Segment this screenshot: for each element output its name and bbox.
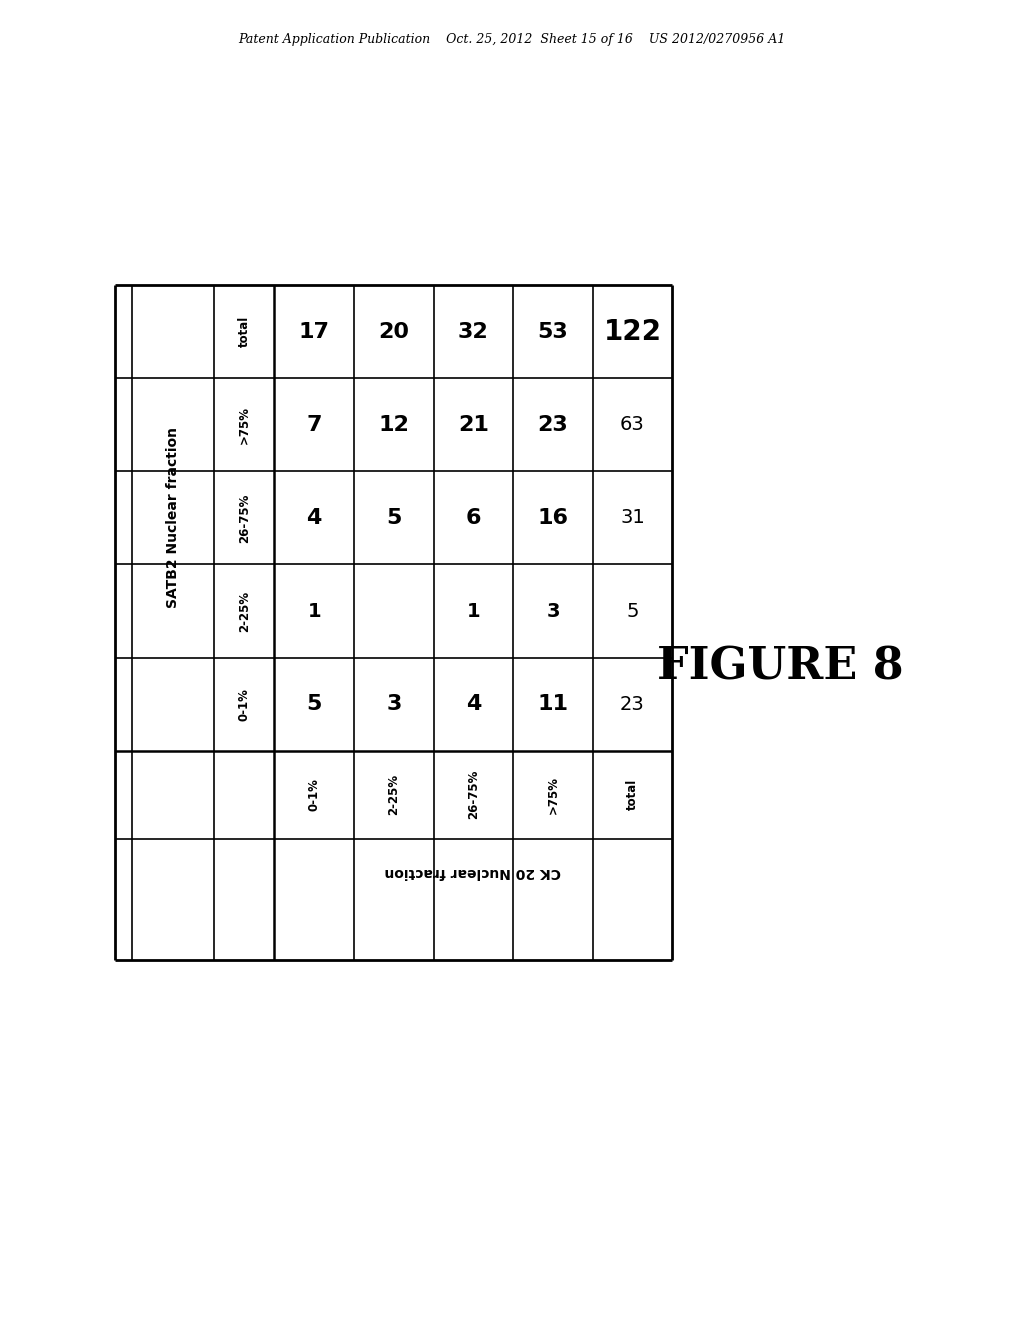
Text: total: total <box>626 779 639 810</box>
Text: >75%: >75% <box>238 405 251 444</box>
Text: 12: 12 <box>378 414 410 434</box>
Text: 122: 122 <box>603 318 662 346</box>
Text: CK 20 Nuclear fraction: CK 20 Nuclear fraction <box>385 865 561 879</box>
Text: FIGURE 8: FIGURE 8 <box>657 645 903 688</box>
Text: 31: 31 <box>621 508 645 528</box>
Text: 6: 6 <box>466 508 481 528</box>
Text: >75%: >75% <box>547 776 559 813</box>
Text: 5: 5 <box>386 508 401 528</box>
Text: 63: 63 <box>621 416 645 434</box>
Text: 17: 17 <box>299 322 330 342</box>
Text: 20: 20 <box>378 322 410 342</box>
Text: total: total <box>238 315 251 347</box>
Text: 2-25%: 2-25% <box>387 774 400 816</box>
Text: 26-75%: 26-75% <box>238 494 251 543</box>
Text: 4: 4 <box>306 508 322 528</box>
Text: 32: 32 <box>458 322 488 342</box>
Text: 1: 1 <box>467 602 480 620</box>
Text: 21: 21 <box>458 414 488 434</box>
Text: 23: 23 <box>538 414 568 434</box>
Text: 53: 53 <box>538 322 568 342</box>
Text: 26-75%: 26-75% <box>467 770 480 820</box>
Text: 23: 23 <box>621 694 645 714</box>
Text: 3: 3 <box>386 694 401 714</box>
Text: 11: 11 <box>538 694 568 714</box>
Text: 16: 16 <box>538 508 568 528</box>
Text: 3: 3 <box>547 602 560 620</box>
Text: 4: 4 <box>466 694 481 714</box>
Text: 1: 1 <box>307 602 321 620</box>
Text: 2-25%: 2-25% <box>238 590 251 631</box>
Text: Patent Application Publication    Oct. 25, 2012  Sheet 15 of 16    US 2012/02709: Patent Application Publication Oct. 25, … <box>239 33 785 46</box>
Text: 5: 5 <box>306 694 322 714</box>
Text: 0-1%: 0-1% <box>307 779 321 810</box>
Text: 7: 7 <box>306 414 322 434</box>
Text: SATB2 Nuclear fraction: SATB2 Nuclear fraction <box>166 428 180 609</box>
Text: 0-1%: 0-1% <box>238 688 251 721</box>
Text: 5: 5 <box>627 602 639 620</box>
